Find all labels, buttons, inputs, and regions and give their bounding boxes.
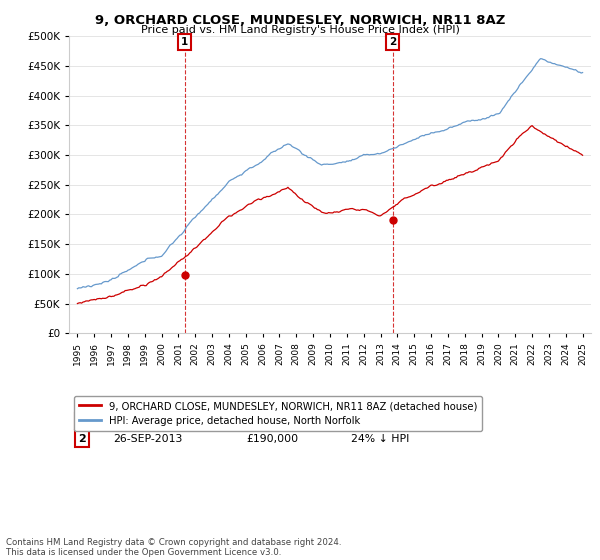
Text: 2: 2 bbox=[389, 38, 397, 48]
Text: Price paid vs. HM Land Registry's House Price Index (HPI): Price paid vs. HM Land Registry's House … bbox=[140, 25, 460, 35]
Text: 1: 1 bbox=[181, 38, 188, 48]
Text: 17% ↓ HPI: 17% ↓ HPI bbox=[351, 416, 409, 426]
Text: 9, ORCHARD CLOSE, MUNDESLEY, NORWICH, NR11 8AZ: 9, ORCHARD CLOSE, MUNDESLEY, NORWICH, NR… bbox=[95, 14, 505, 27]
Text: 1: 1 bbox=[78, 416, 86, 426]
Text: £98,000: £98,000 bbox=[247, 416, 292, 426]
Text: 16-MAY-2001: 16-MAY-2001 bbox=[113, 416, 184, 426]
Text: Contains HM Land Registry data © Crown copyright and database right 2024.
This d: Contains HM Land Registry data © Crown c… bbox=[6, 538, 341, 557]
Text: £190,000: £190,000 bbox=[247, 433, 299, 444]
Legend: 9, ORCHARD CLOSE, MUNDESLEY, NORWICH, NR11 8AZ (detached house), HPI: Average pr: 9, ORCHARD CLOSE, MUNDESLEY, NORWICH, NR… bbox=[74, 396, 482, 431]
Text: 26-SEP-2013: 26-SEP-2013 bbox=[113, 433, 183, 444]
Text: 24% ↓ HPI: 24% ↓ HPI bbox=[351, 433, 409, 444]
Text: 2: 2 bbox=[78, 433, 86, 444]
